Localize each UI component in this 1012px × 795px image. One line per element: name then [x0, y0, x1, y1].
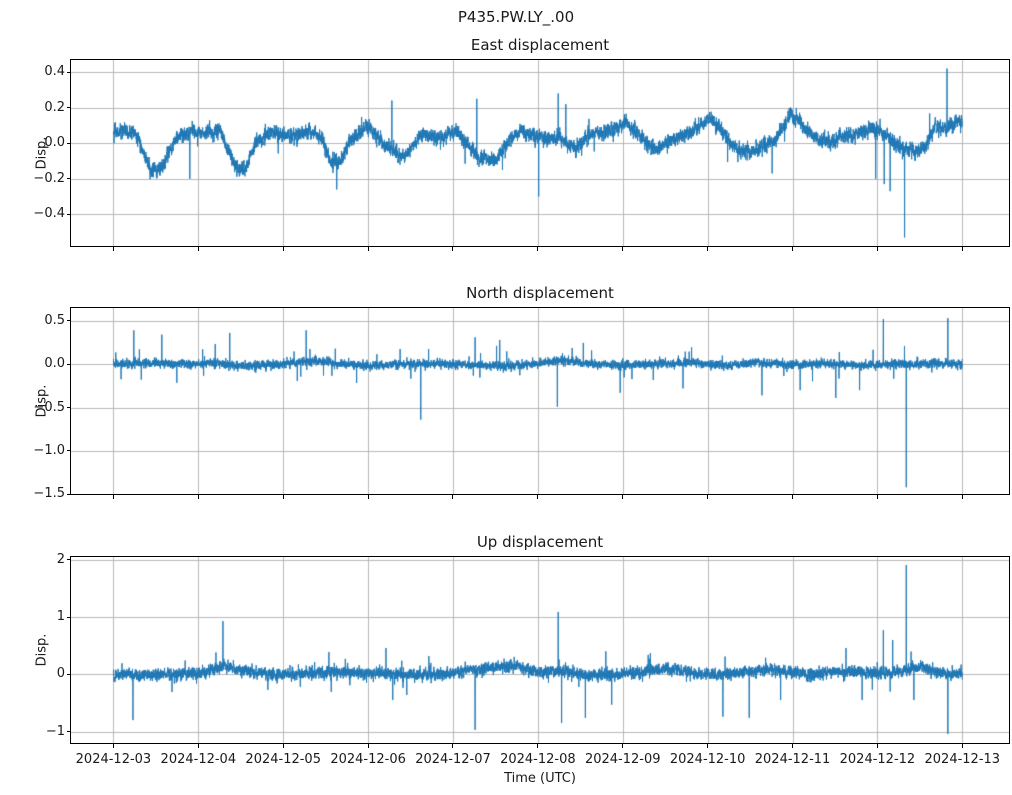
x-tick-mark: [112, 247, 114, 251]
x-tick-label: 2024-12-13: [924, 752, 1001, 767]
x-tick-mark: [537, 744, 539, 748]
y-tick-label: 0.4: [44, 64, 65, 80]
y-tick-mark: [67, 142, 71, 144]
x-tick-label: 2024-12-08: [500, 752, 576, 767]
x-tick-mark: [876, 744, 878, 748]
north-series-canvas[interactable]: [71, 308, 1009, 494]
subplot-east-plot-area[interactable]: [70, 59, 1010, 247]
y-tick-label: −1.5: [33, 486, 65, 502]
y-tick-label: 0.5: [44, 312, 65, 328]
y-tick-label: 0.0: [44, 135, 65, 151]
x-tick-mark: [282, 744, 284, 748]
subplot-title-up: Up displacement: [476, 533, 604, 551]
x-tick-mark: [537, 495, 539, 499]
x-tick-mark: [707, 744, 709, 748]
x-tick-mark: [961, 247, 963, 251]
subplot-north-plot-area[interactable]: [70, 307, 1010, 495]
y-tick-mark: [67, 673, 71, 675]
subplot-up-plot-area[interactable]: [70, 556, 1010, 744]
x-tick-mark: [961, 495, 963, 499]
y-tick-mark: [67, 213, 71, 215]
y-tick-label: 0.0: [44, 356, 65, 372]
y-tick-mark: [67, 731, 71, 733]
x-tick-mark: [792, 495, 794, 499]
x-tick-mark: [707, 247, 709, 251]
x-tick-mark: [112, 744, 114, 748]
x-tick-mark: [876, 247, 878, 251]
x-tick-label: 2024-12-03: [75, 752, 152, 767]
x-tick-mark: [622, 744, 624, 748]
x-tick-mark: [876, 495, 878, 499]
x-tick-mark: [537, 247, 539, 251]
x-tick-mark: [792, 247, 794, 251]
x-tick-mark: [452, 247, 454, 251]
x-tick-mark: [367, 247, 369, 251]
y-tick-label: 0.2: [44, 99, 65, 115]
y-tick-mark: [67, 407, 71, 408]
y-tick-mark: [67, 107, 71, 109]
subplot-title-north: North displacement: [466, 284, 614, 302]
y-tick-label: −0.5: [33, 399, 65, 415]
x-tick-label: 2024-12-12: [839, 752, 916, 767]
y-tick-mark: [67, 493, 71, 495]
y-tick-mark: [67, 178, 71, 180]
x-tick-label: 2024-12-09: [584, 752, 661, 767]
y-tick-label: 0: [56, 666, 65, 682]
x-tick-mark: [197, 744, 199, 748]
y-tick-label: 1: [56, 609, 65, 625]
x-tick-label: 2024-12-07: [415, 752, 491, 767]
y-tick-mark: [67, 559, 71, 561]
up-series-canvas[interactable]: [71, 557, 1009, 743]
x-tick-mark: [622, 247, 624, 251]
x-tick-label: 2024-12-05: [245, 752, 321, 767]
y-tick-label: −0.2: [33, 170, 65, 186]
subplot-title-east: East displacement: [470, 36, 610, 54]
y-tick-mark: [67, 71, 71, 73]
x-tick-mark: [282, 247, 284, 251]
y-tick-label: −1.0: [33, 442, 65, 458]
x-tick-label: 2024-12-06: [330, 752, 406, 767]
y-tick-label: 2: [56, 551, 65, 567]
x-tick-mark: [112, 495, 114, 499]
y-tick-label: −1: [45, 723, 65, 739]
y-tick-mark: [67, 363, 71, 365]
x-tick-mark: [452, 495, 454, 499]
x-tick-mark: [367, 495, 369, 499]
y-axis-label-up: Disp.: [34, 633, 50, 667]
x-tick-mark: [367, 744, 369, 748]
x-tick-mark: [961, 744, 963, 748]
x-axis-label: Time (UTC): [504, 771, 576, 786]
x-tick-mark: [792, 744, 794, 748]
y-tick-mark: [67, 616, 71, 618]
x-tick-mark: [282, 495, 284, 499]
east-series-canvas[interactable]: [71, 60, 1009, 246]
x-tick-mark: [707, 495, 709, 499]
x-tick-mark: [622, 495, 624, 499]
x-tick-label: 2024-12-04: [160, 752, 237, 767]
y-tick-mark: [67, 450, 71, 452]
x-tick-mark: [197, 247, 199, 251]
x-tick-mark: [197, 495, 199, 499]
y-tick-label: −0.4: [33, 206, 65, 222]
x-tick-mark: [452, 744, 454, 748]
figure-title: P435.PW.LY_.00: [457, 8, 575, 26]
x-tick-label: 2024-12-11: [754, 752, 831, 767]
x-tick-label: 2024-12-10: [669, 752, 746, 767]
y-tick-mark: [67, 320, 71, 322]
